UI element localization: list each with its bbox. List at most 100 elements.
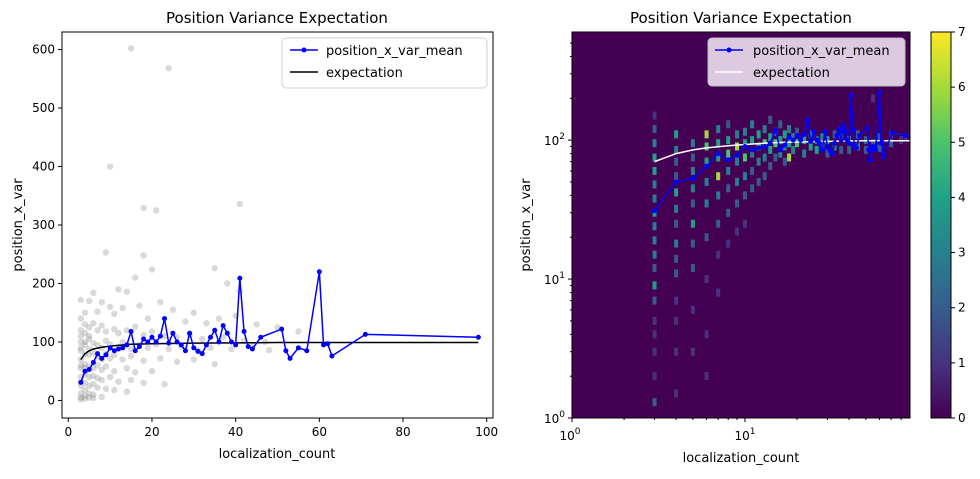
heatmap-bin xyxy=(863,145,868,154)
heatmap-bin xyxy=(756,157,761,166)
y-tick-label: 200 xyxy=(32,276,55,290)
heatmap-bin xyxy=(750,184,755,193)
scatter-point xyxy=(77,344,85,352)
mean-point xyxy=(287,355,293,361)
heatmap-bin xyxy=(652,166,657,175)
left-legend-mean-label: position_x_var_mean xyxy=(326,44,463,59)
scatter-point xyxy=(77,394,85,401)
heatmap-bin xyxy=(847,145,852,154)
scatter-point xyxy=(132,274,139,281)
scatter-point xyxy=(106,303,114,311)
right-x-axis-label: localization_count xyxy=(683,451,800,466)
left-legend: position_x_var_mean expectation xyxy=(281,37,488,89)
heatmap-bin xyxy=(742,153,747,162)
heatmap-bin xyxy=(726,120,731,129)
left-panel: 0 20 40 60 80 100 0 100 200 300 400 500 600 Positio… xyxy=(11,9,498,462)
mean-point xyxy=(124,342,130,348)
mean-point xyxy=(475,334,481,340)
mean-point xyxy=(279,326,285,332)
mean-point xyxy=(224,330,230,336)
mean-point xyxy=(149,334,155,340)
mean-point xyxy=(241,328,247,334)
mean-point xyxy=(903,132,909,138)
scatter-point xyxy=(85,394,93,401)
x-tick-label: 80 xyxy=(395,425,410,439)
mean-point xyxy=(798,137,804,143)
scatter-point xyxy=(102,328,110,335)
mean-point xyxy=(95,351,101,357)
y-tick-label: 100 xyxy=(32,335,55,349)
mean-point xyxy=(786,134,792,140)
heatmap-bin xyxy=(690,219,695,228)
mean-point xyxy=(107,345,113,351)
scatter-point xyxy=(102,337,110,344)
colorbar-tick-label: 6 xyxy=(958,80,966,94)
mean-point xyxy=(829,151,835,157)
scatter-point xyxy=(140,204,147,212)
scatter-point xyxy=(98,366,105,374)
scatter-point xyxy=(148,328,156,335)
scatter-point xyxy=(198,335,206,343)
scatter-point xyxy=(81,309,89,316)
scatter-point xyxy=(90,320,97,327)
colorbar-tick-label: 3 xyxy=(958,246,966,260)
log-tick-label: 100 xyxy=(559,427,580,443)
mean-point xyxy=(870,143,876,149)
heatmap-bin xyxy=(768,133,773,142)
mean-point xyxy=(178,342,184,348)
heatmap-bin xyxy=(726,208,731,217)
heatmap-bin xyxy=(652,111,657,120)
left-legend-box xyxy=(281,37,488,89)
mean-point xyxy=(321,342,327,348)
scatter-point xyxy=(85,382,93,390)
heatmap-bin xyxy=(674,269,679,278)
heatmap-bin xyxy=(704,330,709,339)
heatmap-bin xyxy=(704,275,709,284)
scatter-point xyxy=(115,378,122,385)
mean-point xyxy=(877,90,883,96)
mean-point xyxy=(824,143,830,149)
x-tick-label: 100 xyxy=(475,425,498,439)
scatter-point xyxy=(85,390,93,397)
heatmap-bin xyxy=(820,133,825,142)
mean-point xyxy=(166,340,172,346)
right-x-ticks: 100 101 xyxy=(559,418,902,443)
scatter-point xyxy=(77,332,85,340)
scatter-point xyxy=(119,338,126,346)
heatmap-bin xyxy=(778,120,783,129)
scatter-point xyxy=(106,373,114,381)
scatter-point xyxy=(207,344,214,352)
heatmap-bin xyxy=(726,136,731,145)
scatter-point xyxy=(98,322,105,329)
mean-point xyxy=(848,93,854,99)
scatter-point xyxy=(90,349,97,356)
scatter-point xyxy=(94,327,101,334)
mean-point xyxy=(756,145,762,151)
scatter-point xyxy=(127,345,135,353)
heatmap-bin xyxy=(889,139,894,148)
mean-point xyxy=(237,275,243,281)
heatmap-bin xyxy=(832,130,837,139)
scatter-point xyxy=(81,360,89,368)
scatter-point xyxy=(81,321,89,328)
heatmap-bin xyxy=(652,330,657,339)
scatter-point xyxy=(94,341,101,349)
mean-point xyxy=(82,368,88,374)
mean-point xyxy=(857,132,863,138)
heatmap-bin xyxy=(768,115,773,124)
mean-point xyxy=(228,339,234,345)
mean-point xyxy=(767,140,773,146)
scatter-point xyxy=(77,296,85,304)
colorbar-tick-label: 0 xyxy=(958,411,966,425)
right-series-lines xyxy=(652,90,910,214)
heatmap-bin xyxy=(726,149,731,158)
scatter-point xyxy=(81,338,89,346)
scatter-point xyxy=(85,373,93,381)
left-legend-expectation-label: expectation xyxy=(326,66,403,81)
scatter-point xyxy=(77,347,85,354)
colorbar-tick-label: 4 xyxy=(958,190,966,204)
heatmap-bin xyxy=(704,199,709,208)
mean-point xyxy=(834,132,840,138)
scatter-point xyxy=(94,375,101,382)
heatmap-bin xyxy=(674,389,679,398)
